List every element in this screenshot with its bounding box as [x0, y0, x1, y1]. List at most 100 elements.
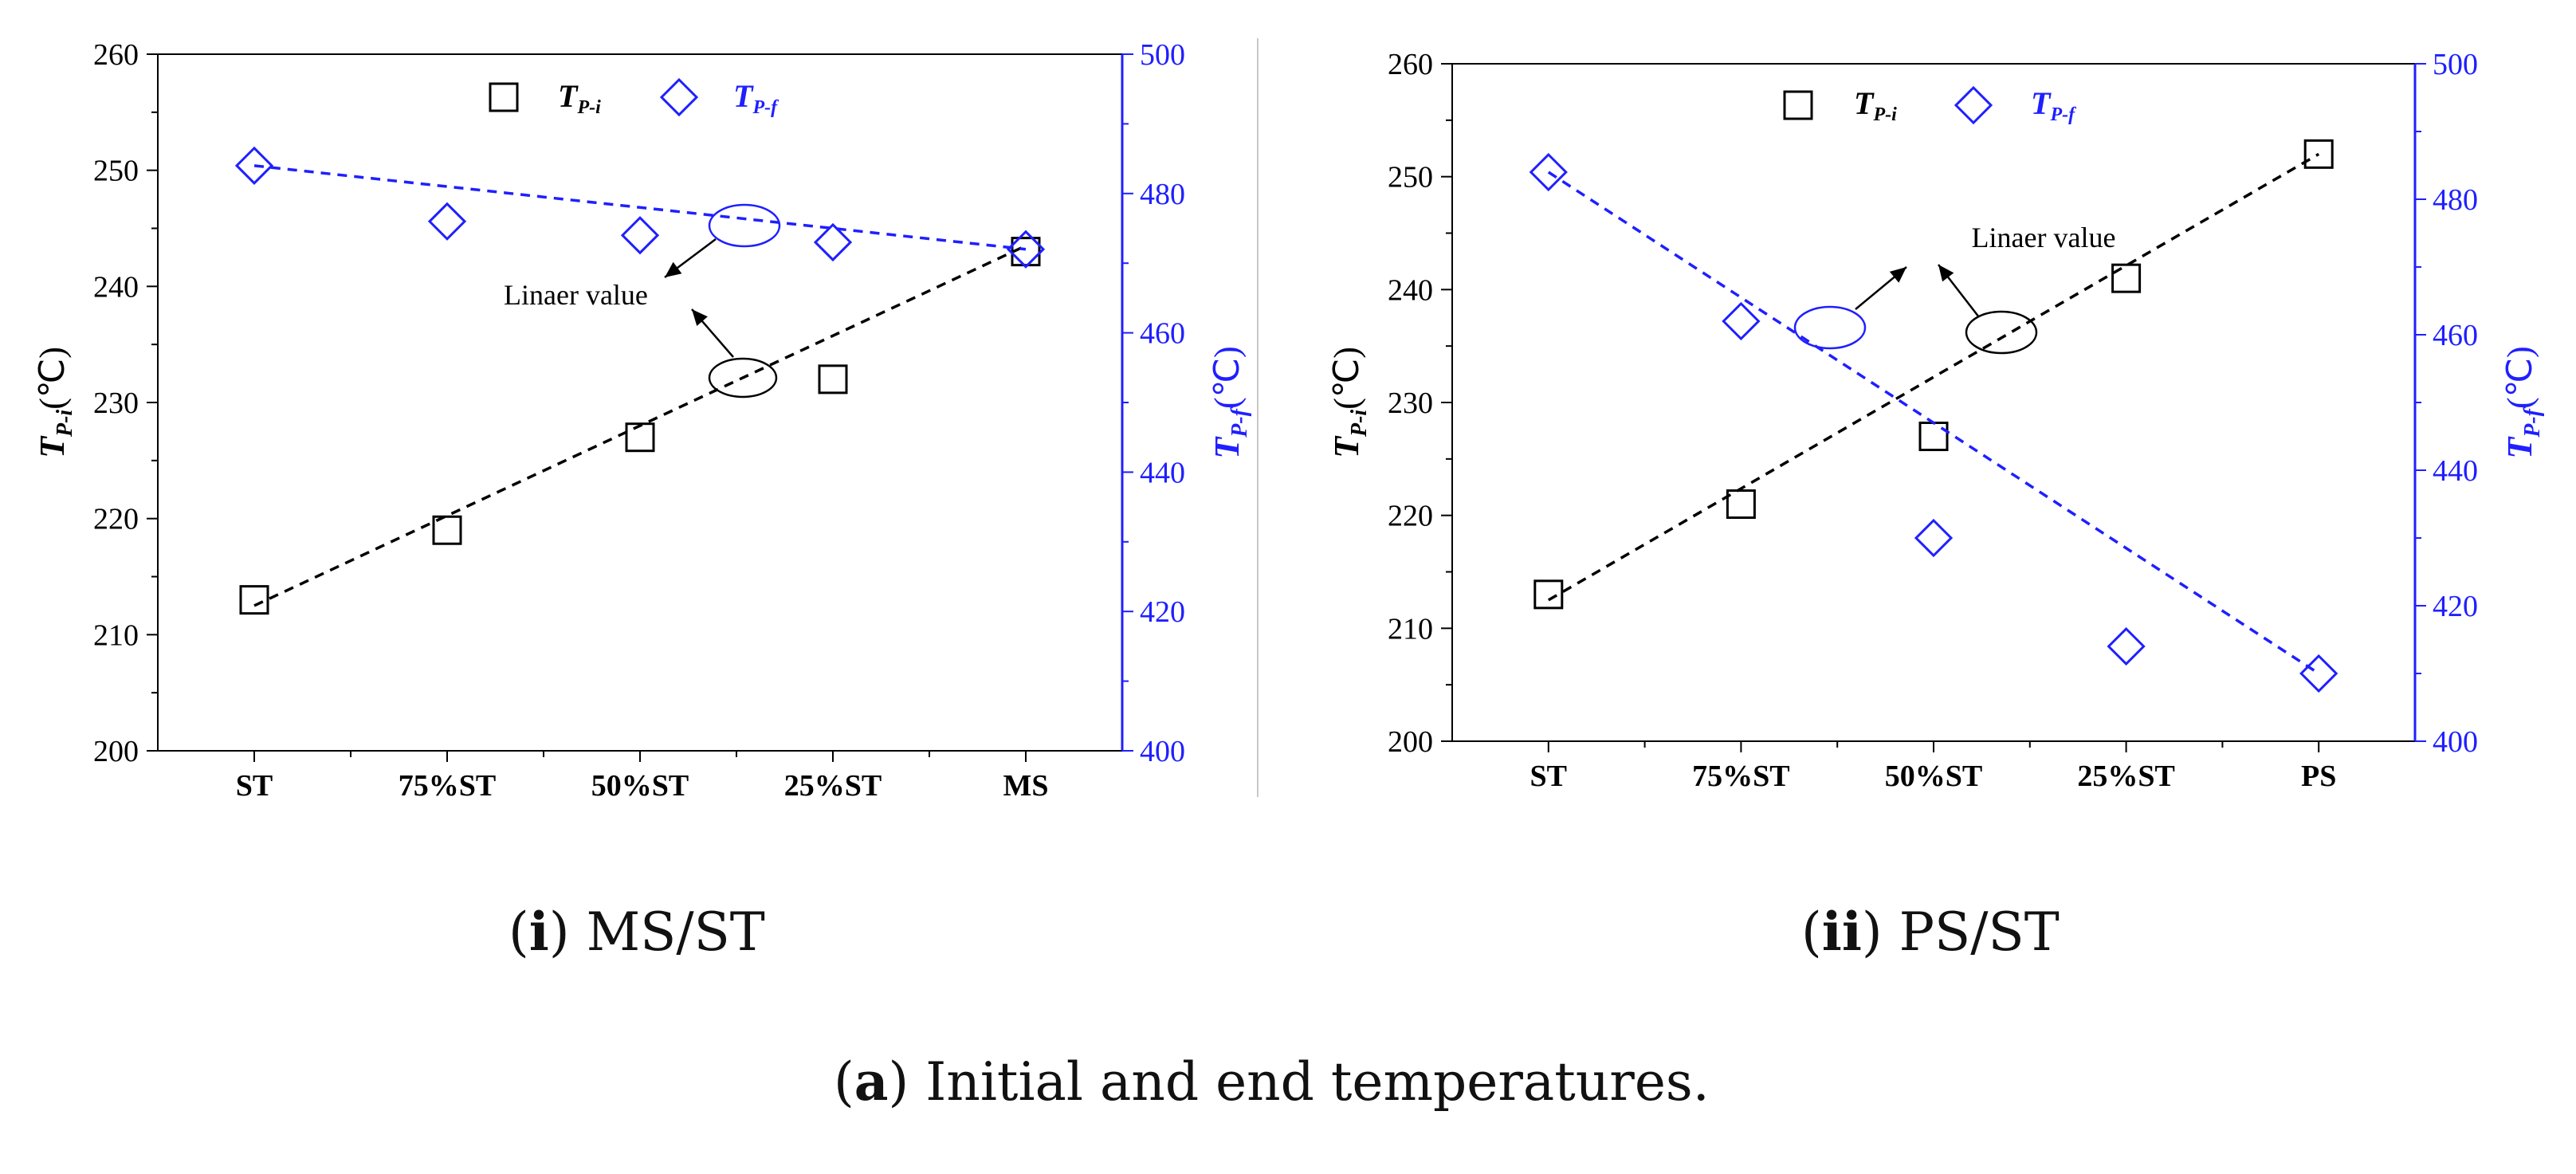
right-tick-label: 440 — [1140, 456, 1185, 489]
data-point-diamond — [234, 146, 274, 185]
x-tick-label: 50%ST — [591, 769, 689, 803]
legend-sub: P-f — [752, 97, 779, 118]
annotation-arrow-head — [665, 261, 682, 277]
axis-title-unit: (℃) — [1208, 346, 1247, 409]
legend-main: T — [733, 78, 754, 114]
data-point-diamond — [427, 202, 467, 241]
left-tick-label: 220 — [1388, 500, 1433, 533]
legend-diamond-marker — [1954, 85, 1993, 125]
left-tick-label: 200 — [93, 735, 139, 768]
panel-caption-label: ii — [1821, 901, 1862, 963]
annotation-label: Linaer value — [1972, 222, 2116, 253]
annotation-arrow-head — [692, 309, 708, 327]
legend-main: T — [2031, 85, 2052, 121]
data-point-square — [1726, 489, 1756, 519]
legend-main: T — [558, 78, 579, 114]
x-tick-label: MS — [1003, 769, 1049, 803]
legend-sub: P-i — [576, 97, 601, 118]
x-tick-label: 25%ST — [2077, 760, 2174, 793]
annotation-ellipse — [1965, 310, 2038, 355]
axis-title-sub: P-i — [53, 410, 77, 438]
panel-caption-title: MS/ST — [586, 901, 765, 963]
axis-title-sub: P-i — [1347, 410, 1372, 438]
axis-title-main: T — [1327, 435, 1366, 458]
data-point-square — [625, 422, 655, 453]
annotation-arrow-head — [1889, 267, 1906, 283]
axis-title-main: T — [33, 435, 72, 458]
data-point-square — [239, 585, 269, 615]
x-tick-label: 50%ST — [1885, 760, 1982, 793]
annotation-label: Linaer value — [504, 279, 648, 311]
legend-sub: P-i — [1872, 104, 1897, 125]
x-tick-label: 25%ST — [784, 769, 882, 803]
legend-label-tpf: TP-f — [733, 78, 779, 118]
x-tick-label: 75%ST — [1692, 760, 1789, 793]
x-tick-label: 75%ST — [399, 769, 496, 803]
right-axis-title: TP-f(℃) — [2500, 346, 2545, 458]
panel-caption-label: i — [528, 901, 549, 963]
panel-caption-i: (i) MS/ST — [509, 901, 765, 963]
x-tick-label: ST — [236, 769, 273, 803]
left-tick-label: 230 — [1388, 387, 1433, 420]
left-tick-label: 210 — [1388, 612, 1433, 646]
left-tick-label: 260 — [93, 38, 139, 72]
legend-square-marker — [1783, 90, 1813, 120]
data-point-diamond — [1722, 301, 1761, 341]
axis-title-main: T — [2500, 436, 2539, 459]
annotation-ellipse — [708, 203, 781, 248]
annotation-ellipse — [1793, 305, 1867, 350]
linear-fit-line — [253, 244, 1027, 607]
right-tick-label: 440 — [2433, 454, 2478, 488]
legend-main: T — [1854, 85, 1875, 121]
axis-title-sub: P-f — [2520, 406, 2545, 438]
left-tick-label: 260 — [1388, 48, 1433, 81]
left-tick-label: 250 — [1388, 161, 1433, 194]
right-tick-label: 480 — [1140, 178, 1185, 211]
right-tick-label: 420 — [2433, 590, 2478, 623]
figure-caption-label: a — [854, 1050, 889, 1113]
linear-fit-line — [253, 164, 1027, 251]
figure-caption: (a) Initial and end temperatures. — [834, 1050, 1710, 1113]
data-point-square — [1533, 579, 1564, 610]
left-tick-label: 250 — [93, 155, 139, 188]
right-tick-label: 460 — [1140, 317, 1185, 351]
panel-caption-title: PS/ST — [1899, 901, 2060, 963]
annotation-ellipse — [708, 357, 778, 399]
legend-diamond-marker — [659, 77, 699, 117]
panel-caption-ii: (ii) PS/ST — [1801, 901, 2060, 963]
data-point-diamond — [1914, 518, 1954, 558]
linear-fit-line — [1547, 171, 2320, 675]
axis-title-unit: (℃) — [1327, 347, 1366, 410]
right-tick-label: 500 — [2433, 48, 2478, 81]
axis-title-sub: P-f — [1227, 406, 1252, 438]
axis-title-unit: (℃) — [33, 347, 72, 410]
chart-panel-ii: 200 210 220 230 240 250 260 400 420 440 460 480 500 S… — [1327, 48, 2545, 793]
legend-label-tpi: TP-i — [1854, 85, 1897, 125]
legend-label-tpi: TP-i — [558, 78, 601, 118]
right-tick-label: 500 — [1140, 38, 1185, 72]
legend-square-marker — [489, 82, 519, 112]
left-tick-label: 220 — [93, 503, 139, 536]
data-point-square — [2111, 263, 2142, 293]
right-tick-label: 420 — [1140, 595, 1185, 629]
data-point-diamond — [1529, 152, 1568, 192]
left-tick-label: 230 — [93, 387, 139, 420]
x-tick-label: PS — [2301, 760, 2336, 793]
data-point-square — [1918, 422, 1949, 451]
left-tick-label: 200 — [1388, 725, 1433, 759]
data-point-diamond — [813, 222, 853, 262]
axis-title-main: T — [1208, 436, 1247, 459]
left-tick-label: 240 — [1388, 273, 1433, 307]
legend-sub: P-f — [2049, 104, 2076, 125]
figure-caption-text: Initial and end temperatures. — [925, 1051, 1710, 1113]
left-axis-title: TP-i(℃) — [1327, 347, 1372, 458]
legend-label-tpf: TP-f — [2031, 85, 2076, 125]
data-point-square — [818, 364, 848, 395]
axis-title-unit: (℃) — [2500, 346, 2539, 409]
right-tick-label: 400 — [2433, 725, 2478, 759]
annotation-arrow-head — [1938, 265, 1954, 282]
right-tick-label: 480 — [2433, 183, 2478, 217]
data-point-diamond — [2299, 654, 2338, 693]
data-point-diamond — [620, 216, 660, 255]
data-point-diamond — [1006, 230, 1046, 269]
